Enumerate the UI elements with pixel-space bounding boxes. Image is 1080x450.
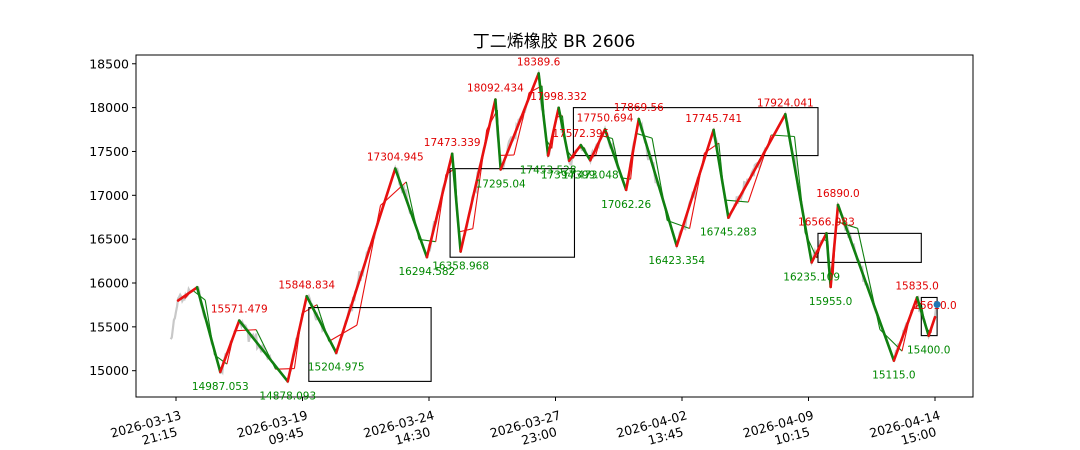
ma-segment xyxy=(667,219,690,230)
pivot-high-label: 15835.0 xyxy=(895,280,938,292)
zigzag-segment xyxy=(494,98,502,171)
pivot-low-label: 14987.053 xyxy=(192,381,249,393)
y-tick-label: 15500 xyxy=(89,319,129,334)
y-tick-label: 17000 xyxy=(89,188,129,203)
zigzag-segment xyxy=(334,167,397,355)
x-tick-label: 2026-04-1415:00 xyxy=(868,407,946,450)
zigzag-segment xyxy=(927,315,937,337)
zigzag-segment xyxy=(176,286,199,302)
pivot-high-label: 17572.395 xyxy=(552,128,609,140)
pivot-high-label: 17998.332 xyxy=(530,91,587,103)
zigzag-segment xyxy=(637,117,679,248)
x-tick-label: 2026-03-2723:00 xyxy=(488,407,566,450)
pivot-high-label: 15848.834 xyxy=(278,279,335,291)
zigzag-segment xyxy=(825,231,832,289)
zigzag-segment xyxy=(567,143,583,163)
zigzag-segment xyxy=(675,128,715,248)
range-box xyxy=(308,307,432,382)
range-box xyxy=(572,107,819,157)
pivot-high-label: 17304.945 xyxy=(367,152,424,164)
pivot-high-label: 17924.041 xyxy=(757,97,814,109)
zigzag-segment xyxy=(727,112,787,219)
plot-area: 15000 15500 16000 16500 17000 17500 18000 18500… xyxy=(89,54,974,450)
zigzag-segment xyxy=(237,319,290,383)
last-price-marker xyxy=(933,300,941,308)
pivot-high-label: 17473.339 xyxy=(424,137,481,149)
x-tick-label: 2026-03-2414:30 xyxy=(362,407,440,450)
zigzag-segment xyxy=(425,152,454,259)
zigzag-segment xyxy=(557,106,571,163)
pivot-high-label: 17750.694 xyxy=(577,112,634,124)
y-tick-label: 16500 xyxy=(89,232,129,247)
pivot-low-label: 17394.473 xyxy=(541,170,598,182)
zigzag-segment xyxy=(286,294,309,383)
zigzag-segment xyxy=(624,117,641,192)
y-tick-label: 16000 xyxy=(89,276,129,291)
ma-segment xyxy=(836,220,858,229)
pivot-low-label: 16745.283 xyxy=(700,227,757,239)
zigzag-segment xyxy=(588,128,607,162)
x-tick-label: 2026-03-1321:15 xyxy=(109,407,187,450)
range-box xyxy=(449,168,576,258)
pivot-high-label: 16566.983 xyxy=(798,216,855,228)
zigzag-segment xyxy=(305,294,338,355)
pivot-low-label: 17295.04 xyxy=(476,178,526,190)
pivot-high-label: 17745.741 xyxy=(685,113,742,125)
pivot-low-label: 15955.0 xyxy=(809,296,852,308)
zigzag-segment xyxy=(579,143,592,162)
y-tick-label: 15000 xyxy=(89,363,129,378)
x-tick-label: 2026-04-0213:45 xyxy=(615,407,693,450)
pivot-low-label: 17453.528 xyxy=(520,165,577,177)
zigzag-segment xyxy=(450,152,462,253)
y-tick-label: 17500 xyxy=(89,144,129,159)
y-tick-label: 18500 xyxy=(89,56,129,71)
zigzag-segment xyxy=(836,203,896,362)
zigzag-segment xyxy=(712,128,730,219)
zigzag-segment xyxy=(810,231,828,264)
zigzag-segment xyxy=(499,72,540,171)
pivot-low-label: 14878.093 xyxy=(259,390,316,402)
zigzag-segment xyxy=(393,167,429,259)
zigzag-segment xyxy=(784,112,813,264)
zigzag-segment xyxy=(537,72,550,157)
pivot-low-label: 15204.975 xyxy=(308,362,365,374)
x-tick-label: 2026-03-1909:45 xyxy=(235,407,313,450)
pivot-high-label: 17869.56 xyxy=(614,102,664,114)
zigzag-segment xyxy=(218,319,241,374)
pivot-high-label: 18389.6 xyxy=(517,56,561,68)
pivot-low-label: 17062.26 xyxy=(601,199,651,211)
pivot-high-label: 18092.434 xyxy=(467,83,524,95)
zigzag-segment xyxy=(892,296,919,362)
plot-frame xyxy=(135,54,974,398)
pivot-high-label: 16890.0 xyxy=(816,188,859,200)
zigzag-segment xyxy=(603,128,628,192)
pivot-low-label: 16358.968 xyxy=(432,261,489,273)
zigzag-segment xyxy=(459,98,497,253)
pivot-low-label: 15115.0 xyxy=(872,370,915,382)
pivot-low-label: 17399.048 xyxy=(562,169,619,181)
zigzag-segment xyxy=(915,296,930,337)
pivot-low-label: 16235.109 xyxy=(783,271,840,283)
y-tick-label: 18000 xyxy=(89,100,129,115)
x-tick-label: 2026-04-0910:15 xyxy=(741,407,819,450)
pivot-high-label: 15571.479 xyxy=(211,304,268,316)
pivot-low-label: 16423.354 xyxy=(648,255,705,267)
zigzag-segment xyxy=(195,286,222,374)
zigzag-segment xyxy=(546,106,560,157)
chart-title: 丁二烯橡胶 BR 2606 xyxy=(473,32,636,52)
pivot-low-label: 16294.582 xyxy=(399,266,456,278)
zigzag-segment xyxy=(829,203,840,289)
pivot-low-label: 15400.0 xyxy=(907,345,950,357)
